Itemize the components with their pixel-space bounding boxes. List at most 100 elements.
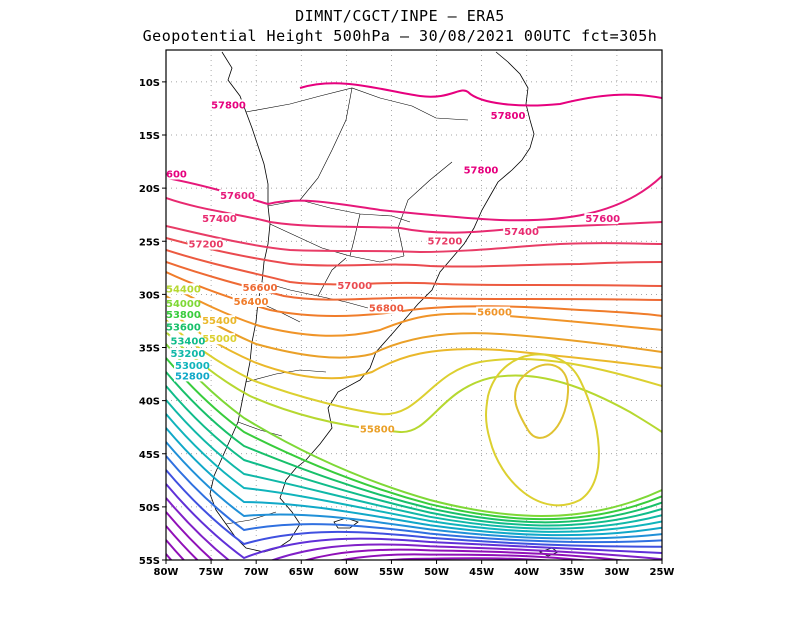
contour-label: 57400 [504,227,539,238]
contour-label: 54400 [166,284,201,295]
contour-label: 55000 [202,334,237,345]
x-tick-label: 30W [604,567,629,578]
contour-label-bg [166,298,199,310]
axis-ticks: 80W 75W 70W 65W 60W 55W 50W 45W 40W 35W 30W 25W 10S 1… [139,78,675,578]
x-tick-label: 75W [199,567,224,578]
contour-line [166,319,662,416]
x-tick-label: 65W [289,567,314,578]
contour-line [166,283,662,337]
contour-label-bg [489,110,524,122]
south-america-coastline [209,51,535,553]
contour-label: 57800 [211,100,246,111]
contour-label: 600 [166,170,187,181]
contour-line [166,553,173,560]
y-tick-label: 50S [139,503,160,514]
contour-line [166,399,662,530]
contour-label: 53200 [171,349,206,360]
contour-label-bg [210,99,245,111]
contour-label-bg [336,280,371,292]
contour-line [166,271,662,318]
x-tick-label: 45W [469,567,494,578]
geopotential-contours [166,82,662,618]
contour-line [166,357,662,521]
contour-line [166,483,662,560]
contour-line [166,525,591,560]
x-tick-label: 55W [379,567,404,578]
contour-label: 56400 [234,297,269,308]
contour-label: 57200 [189,240,224,251]
x-tick-label: 80W [154,567,179,578]
contour-line [166,441,662,540]
x-tick-label: 35W [559,567,584,578]
y-tick-label: 30S [139,290,160,301]
contour-label: 53400 [171,336,206,347]
contour-line [299,82,662,107]
contour-label-bg [232,296,267,307]
contour-line [166,539,555,560]
contour-label-bg [169,348,204,360]
contour-line [166,565,662,618]
x-tick-label: 70W [244,567,269,578]
contour-line [166,307,662,380]
contour-label-bg [166,168,187,180]
contour-label-bg [201,315,236,327]
contour-label: 57800 [491,111,526,122]
contour-label-bg [174,359,209,371]
contour-line [166,197,662,234]
contour-label-bg [241,282,276,294]
contour-label: 53800 [166,310,201,321]
y-tick-label: 25S [139,237,160,248]
contour-line [166,497,662,560]
contour-line [166,413,662,533]
contour-label-bg [166,321,199,333]
contour-line [166,249,662,287]
y-tick-label: 55S [139,556,160,567]
contour-label: 56800 [369,303,404,314]
contour-label-bg [166,308,199,320]
contour-line [166,261,662,301]
contour-label: 56600 [243,283,278,294]
contour-label: 57600 [220,191,255,202]
contour-label-bg [358,423,393,435]
y-tick-label: 15S [139,131,160,142]
y-tick-label: 45S [139,450,160,461]
contour-label-bg [174,370,209,382]
contour-line [166,295,662,359]
contour-label-bg [201,213,236,225]
contour-line [166,225,662,254]
contour-line [513,363,570,439]
y-tick-label: 20S [139,184,160,195]
contour-line [166,385,662,527]
contour-line [485,353,600,507]
contour-label: 56000 [477,308,512,319]
contour-label-bg [426,235,461,247]
contour-label: 54000 [166,299,201,310]
x-tick-label: 50W [424,567,449,578]
contour-label-bg [503,225,538,237]
contour-labels: 57800 57800 57800 600 57600 57600 57400 57400 57… [166,99,620,436]
contour-line [166,343,662,517]
contour-label: 57200 [428,236,463,247]
contour-label: 57400 [202,214,237,225]
x-tick-label: 40W [514,567,539,578]
contour-label: 55800 [360,425,395,436]
contour-label: 57800 [464,165,499,176]
y-tick-label: 35S [139,344,160,355]
contour-line [166,469,662,548]
contour-label: 57000 [337,281,372,292]
map-title-line-1: DIMNT/CGCT/INPE — ERA5 [295,7,505,25]
contour-label-bg [169,335,204,347]
contour-line [166,427,662,537]
y-tick-label: 40S [139,397,160,408]
contour-label-bg [462,164,497,176]
contour-label-bg [476,306,511,318]
contour-label-bg [201,333,236,345]
contour-label: 53000 [175,361,210,372]
contour-line [166,455,662,544]
contour-label-bg [166,283,199,295]
map-frame [165,49,663,561]
contour-label-bg [584,213,619,225]
contour-label: 57600 [585,214,620,225]
contour-line [166,371,662,524]
contour-label: 53600 [166,323,201,334]
